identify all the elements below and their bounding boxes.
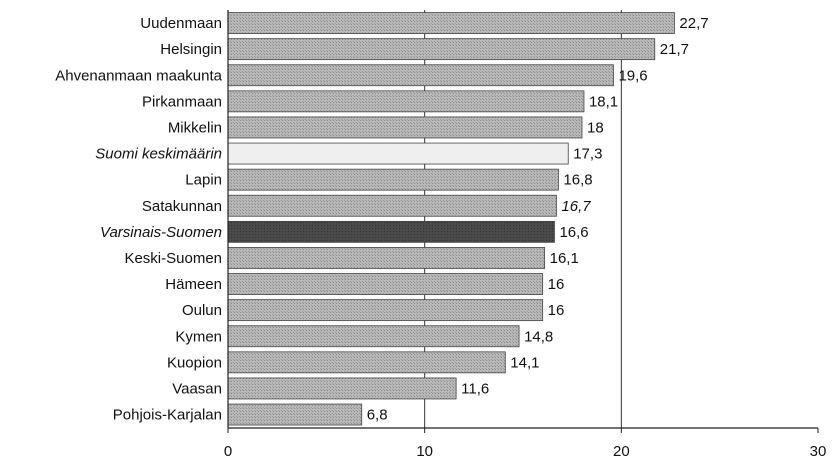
value-label: 14,1 [510,354,539,371]
category-label: Vaasan [172,380,222,397]
value-label: 16 [548,302,565,319]
bar [227,64,614,87]
category-label: Lapin [185,172,222,189]
bar [227,142,569,165]
bar [227,247,546,269]
bar [227,38,656,61]
category-label: Uudenmaan [140,15,222,32]
value-label: 22,7 [679,15,708,32]
category-label: Kymen [175,328,222,345]
bar [227,220,555,243]
value-label: 16 [548,276,565,293]
axes [227,10,819,433]
x-tick-label: 20 [613,443,630,460]
bar [227,325,520,348]
value-label: 21,7 [660,41,689,58]
value-label: 16,7 [561,198,591,215]
category-label: Suomi keskimäärin [95,146,222,163]
bar [227,403,363,426]
category-label: Hämeen [165,276,222,293]
value-label: 16,1 [550,250,579,267]
bar [227,12,675,34]
x-tick-label: 30 [810,443,827,460]
category-label: Varsinais-Suomen [100,224,222,241]
value-label: 14,8 [524,328,553,345]
value-label: 19,6 [618,67,647,84]
x-tick-labels: 0 10 20 30 [224,443,827,460]
category-label: Satakunnan [142,198,222,215]
bar [227,377,457,400]
category-label: Kuopion [167,354,222,371]
category-label: Mikkelin [168,119,222,136]
category-label: Keski-Suomen [124,250,222,267]
value-label: 18,1 [589,93,618,110]
bars-group [227,12,675,426]
value-labels: 22,7 21,7 19,618,1 18 17,3 16,8 16,7 16,6 16,1 16… [367,15,709,424]
value-label: 16,6 [559,224,588,241]
value-label: 16,8 [563,172,592,189]
bar [227,351,506,374]
category-label: Helsingin [160,41,222,58]
category-label: Oulun [182,302,222,319]
x-tick-label: 0 [224,443,232,460]
value-label: 6,8 [367,407,388,424]
category-label: Ahvenanmaan maakunta [55,67,222,84]
category-label: Pohjois-Karjalan [113,407,222,424]
bar [227,194,557,217]
category-label: Pirkanmaan [142,93,222,110]
bar [227,299,544,322]
bar [227,273,544,295]
value-label: 18 [587,119,604,136]
x-tick-label: 10 [416,443,433,460]
value-label: 11,6 [461,380,489,397]
bar [227,168,559,191]
bar [227,116,583,139]
bar [227,90,585,113]
category-labels: Uudenmaan Helsingin Ahvenanmaan maakunta Pi… [55,15,222,424]
value-label: 17,3 [573,146,602,163]
